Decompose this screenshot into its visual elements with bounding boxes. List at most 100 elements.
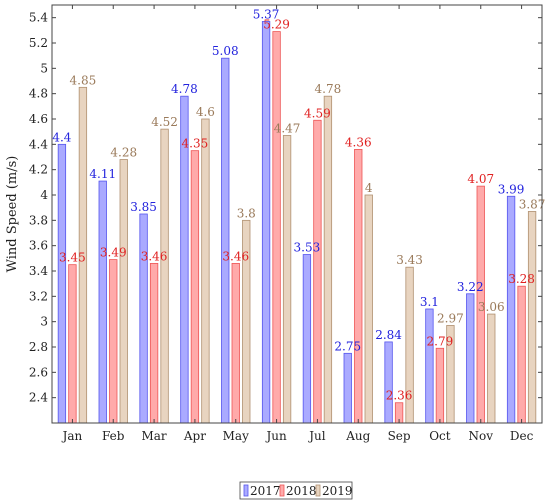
bar-2018-jul <box>313 119 322 424</box>
data-label-2019-jul: 4.78 <box>315 82 342 96</box>
data-label-2017-jul: 3.53 <box>294 241 321 255</box>
y-tick-label: 2.8 <box>29 340 48 354</box>
bar-2019-dec <box>527 211 537 424</box>
x-tick-label-jan: Jan <box>61 429 83 443</box>
x-tick-label-mar: Mar <box>141 429 166 443</box>
y-tick-label: 4.8 <box>29 87 48 101</box>
x-tick-label-dec: Dec <box>510 429 534 443</box>
data-label-2018-may: 3.46 <box>222 249 249 263</box>
data-label-2018-nov: 4.07 <box>467 172 494 186</box>
bar-2019-jun <box>282 135 292 424</box>
data-label-2017-aug: 2.75 <box>334 339 361 353</box>
data-label-2019-may: 3.8 <box>237 206 256 220</box>
x-tick-label-nov: Nov <box>468 429 493 443</box>
y-tick-label: 4.4 <box>29 137 48 151</box>
legend: 2017 2018 2019 <box>239 481 353 500</box>
data-label-2018-jun: 5.29 <box>263 18 290 32</box>
x-axis: Jan Feb Mar Apr May Jun Jul Aug Sep Oct Nov Dec <box>61 5 534 443</box>
data-label-2017-mar: 3.85 <box>130 200 157 214</box>
x-tick-label-jul: Jul <box>307 429 326 443</box>
bars-layer <box>57 21 537 424</box>
data-label-2019-nov: 3.06 <box>478 300 505 314</box>
legend-swatch-2017 <box>243 484 249 497</box>
bar-2018-jan <box>68 264 77 424</box>
data-label-2017-sep: 2.84 <box>375 328 402 342</box>
y-axis-label: Wind Speed (m/s) <box>5 156 20 273</box>
legend-swatch-2019 <box>315 484 321 497</box>
data-label-2018-jul: 4.59 <box>304 106 331 120</box>
data-labels-layer: 4.4 4.11 3.85 4.78 5.08 5.37 3.53 2.75 2.84 3.1 3.… <box>52 7 545 402</box>
y-tick-label: 4.2 <box>29 163 48 177</box>
bar-2017-sep <box>384 341 393 424</box>
y-tick-label: 4.6 <box>29 112 48 126</box>
data-label-2019-apr: 4.6 <box>196 105 215 119</box>
data-label-2018-dec: 3.28 <box>508 272 535 286</box>
data-label-2019-dec: 3.87 <box>519 197 545 211</box>
bar-2019-jul <box>323 95 333 424</box>
bar-2017-oct <box>425 308 434 424</box>
bar-2017-mar <box>139 213 148 424</box>
data-label-2018-mar: 3.46 <box>141 249 168 263</box>
data-label-2017-feb: 4.11 <box>89 167 116 181</box>
bar-2017-feb <box>98 180 107 424</box>
y-tick-label: 5 <box>40 61 48 75</box>
x-tick-label-apr: Apr <box>183 429 206 443</box>
legend-box <box>239 481 353 500</box>
bar-2018-jun <box>272 31 281 424</box>
bar-2018-feb <box>109 259 118 424</box>
bar-2017-dec <box>506 195 516 424</box>
x-tick-label-jun: Jun <box>264 429 287 443</box>
bar-2019-mar <box>160 128 169 424</box>
data-label-2019-oct: 2.97 <box>437 311 464 325</box>
bar-2018-may <box>231 262 240 424</box>
x-tick-label-may: May <box>223 429 249 443</box>
data-label-2018-sep: 2.36 <box>386 389 413 403</box>
bar-2018-dec <box>517 285 526 424</box>
bar-2017-aug <box>343 352 352 424</box>
bar-2018-aug <box>354 148 363 424</box>
data-label-2017-jun: 5.37 <box>253 7 280 21</box>
bar-2017-may <box>221 57 230 424</box>
y-tick-label: 3.6 <box>29 239 48 253</box>
data-label-2017-nov: 3.22 <box>457 280 484 294</box>
data-label-2017-apr: 4.78 <box>171 82 198 96</box>
bar-2019-feb <box>119 159 128 424</box>
data-label-2019-jun: 4.47 <box>274 121 301 135</box>
data-label-2019-sep: 3.43 <box>396 253 423 267</box>
bar-2018-apr <box>190 150 200 424</box>
bar-2017-jul <box>302 254 312 424</box>
y-axis: 2.42.62.833.23.43.63.844.24.44.64.855.25… <box>29 11 542 405</box>
data-label-2019-aug: 4 <box>365 181 373 195</box>
data-label-2018-apr: 4.35 <box>182 137 209 151</box>
bar-2017-nov <box>466 293 475 424</box>
data-label-2019-feb: 4.28 <box>110 146 137 160</box>
x-tick-label-oct: Oct <box>429 429 451 443</box>
bar-2019-nov <box>487 313 496 424</box>
bar-2018-mar <box>149 262 159 424</box>
data-label-2018-aug: 4.36 <box>345 135 372 149</box>
data-label-2019-mar: 4.52 <box>151 115 178 129</box>
bar-2017-jan <box>57 143 67 424</box>
y-tick-label: 2.6 <box>29 365 48 379</box>
data-label-2017-jan: 4.4 <box>52 130 71 144</box>
y-tick-label: 2.4 <box>29 391 48 405</box>
x-tick-label-feb: Feb <box>102 429 125 443</box>
data-label-2017-may: 5.08 <box>212 44 239 58</box>
legend-label-2017: 2017 <box>250 484 281 498</box>
legend-swatch-2018 <box>279 484 285 497</box>
legend-label-2019: 2019 <box>322 484 353 498</box>
data-label-2018-oct: 2.79 <box>427 334 454 348</box>
y-tick-label: 3.8 <box>29 213 48 227</box>
data-label-2017-oct: 3.1 <box>420 295 439 309</box>
y-tick-label: 5.2 <box>29 36 48 50</box>
plot-frame <box>51 4 543 424</box>
legend-label-2018: 2018 <box>286 484 317 498</box>
data-label-2018-jan: 3.45 <box>59 251 86 265</box>
bar-2019-aug <box>364 194 373 424</box>
y-tick-label: 5.4 <box>29 11 48 25</box>
x-tick-label-sep: Sep <box>388 429 411 443</box>
data-label-2018-feb: 3.49 <box>100 246 127 260</box>
bar-2018-oct <box>435 347 445 424</box>
y-tick-label: 4 <box>40 188 48 202</box>
